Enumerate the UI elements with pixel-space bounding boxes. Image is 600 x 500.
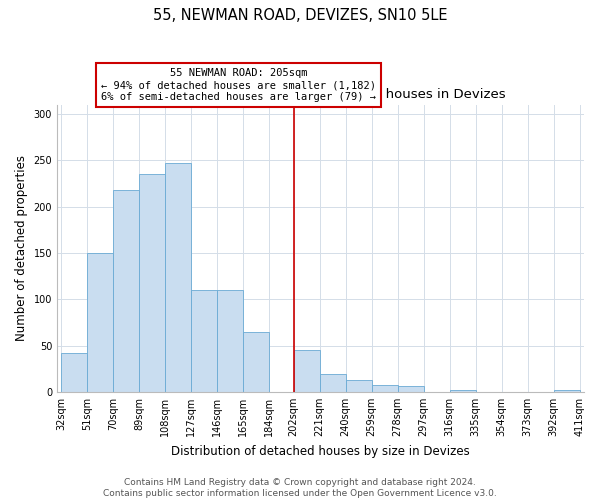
Text: 55 NEWMAN ROAD: 205sqm
← 94% of detached houses are smaller (1,182)
6% of semi-d: 55 NEWMAN ROAD: 205sqm ← 94% of detached…	[101, 68, 376, 102]
Text: Contains HM Land Registry data © Crown copyright and database right 2024.
Contai: Contains HM Land Registry data © Crown c…	[103, 478, 497, 498]
Bar	[398, 386, 424, 392]
Bar	[346, 380, 371, 392]
Bar	[243, 332, 269, 392]
Bar	[293, 350, 320, 392]
X-axis label: Distribution of detached houses by size in Devizes: Distribution of detached houses by size …	[171, 444, 470, 458]
Text: 55, NEWMAN ROAD, DEVIZES, SN10 5LE: 55, NEWMAN ROAD, DEVIZES, SN10 5LE	[153, 8, 447, 22]
Bar	[191, 290, 217, 392]
Bar	[554, 390, 580, 392]
Bar	[371, 384, 398, 392]
Title: Size of property relative to detached houses in Devizes: Size of property relative to detached ho…	[136, 88, 505, 101]
Y-axis label: Number of detached properties: Number of detached properties	[15, 155, 28, 341]
Bar	[165, 163, 191, 392]
Bar	[449, 390, 476, 392]
Bar	[61, 353, 87, 392]
Bar	[139, 174, 165, 392]
Bar	[87, 253, 113, 392]
Bar	[113, 190, 139, 392]
Bar	[217, 290, 243, 392]
Bar	[320, 374, 346, 392]
